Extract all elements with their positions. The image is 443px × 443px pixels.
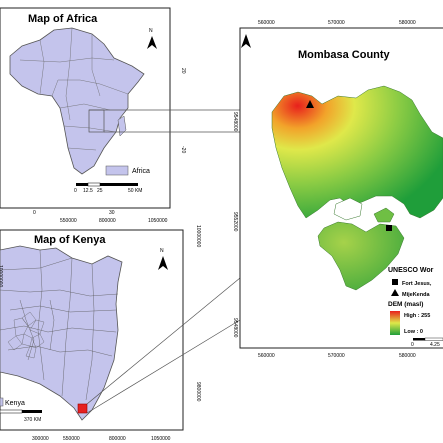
svg-text:MijeKenda: MijeKenda <box>402 292 430 298</box>
y-label: 9552000 <box>232 212 238 232</box>
africa-legend: Africa <box>105 165 150 176</box>
svg-text:12.5: 12.5 <box>83 188 93 194</box>
country-borders <box>19 27 129 151</box>
longitude-label: 30 <box>109 210 115 216</box>
mombasa-map-title: Mombasa County <box>298 49 391 61</box>
mombasa-map-panel: Mombasa County UNESCO Wor Fort Jesus, Mi… <box>232 27 443 349</box>
y-label: 10000000 <box>0 265 3 287</box>
africa-scale-bar: 0 12.5 25 50 KM <box>74 182 142 194</box>
mijekenda-marker <box>306 100 314 108</box>
mombasa-dem-landmass <box>271 85 443 219</box>
x-label: 570000 <box>328 353 345 359</box>
x-label: 300000 <box>32 436 49 442</box>
africa-map-panel: Map of Africa N 20 -20 Africa <box>0 7 186 216</box>
north-arrow-icon: N <box>147 28 157 49</box>
svg-text:0: 0 <box>74 188 77 194</box>
svg-text:DEM (masl): DEM (masl) <box>388 301 423 308</box>
x-top-label: 800000 <box>99 218 116 224</box>
longitude-label: 0 <box>33 210 36 216</box>
north-arrow-icon <box>241 34 251 48</box>
north-arrow-icon: N <box>158 248 168 270</box>
x-label: 580000 <box>399 353 416 359</box>
latitude-label: -20 <box>180 146 186 153</box>
svg-text:50 KM: 50 KM <box>128 188 142 194</box>
x-label: 560000 <box>258 353 275 359</box>
kenya-legend: Kenya <box>0 397 25 407</box>
county-borders <box>0 249 119 401</box>
kenya-scale-bar: 370 KM <box>0 409 42 423</box>
y-label: 9548000 <box>232 112 238 132</box>
svg-text:High : 255: High : 255 <box>404 313 430 319</box>
x-label: 1050000 <box>151 436 171 442</box>
africa-map-title: Map of Africa <box>28 13 98 25</box>
svg-text:25: 25 <box>97 188 103 194</box>
svg-text:Fort Jesus,: Fort Jesus, <box>402 281 432 287</box>
kenya-map-panel: Map of Kenya <box>0 225 201 431</box>
dem-color-ramp <box>390 311 400 335</box>
kenya-country-shape <box>0 245 123 421</box>
svg-text:4.25: 4.25 <box>430 342 440 348</box>
mombasa-south-landmass <box>317 221 405 291</box>
svg-text:N: N <box>160 248 164 254</box>
x-top-label: 1050000 <box>148 218 168 224</box>
svg-text:Low : 0: Low : 0 <box>404 329 423 335</box>
mombasa-legend: UNESCO Wor Fort Jesus, MijeKenda DEM (ma… <box>388 267 443 348</box>
x-top-label: 550000 <box>60 218 77 224</box>
svg-text:UNESCO Wor: UNESCO Wor <box>388 267 434 274</box>
svg-text:N: N <box>149 28 153 34</box>
inset-connector-lines <box>86 109 241 414</box>
y-label: 9800000 <box>195 382 201 402</box>
latitude-label: 20 <box>180 68 186 74</box>
y-label: 10000000 <box>195 225 201 247</box>
y-label: 9548000 <box>232 318 238 338</box>
svg-text:Kenya: Kenya <box>5 400 25 407</box>
x-top-label: 580000 <box>399 20 416 26</box>
x-label: 550000 <box>63 436 80 442</box>
svg-text:370 KM: 370 KM <box>24 417 41 423</box>
x-label: 800000 <box>109 436 126 442</box>
kenya-map-title: Map of Kenya <box>34 234 106 246</box>
x-top-label: 570000 <box>328 20 345 26</box>
fort-jesus-marker <box>386 225 392 231</box>
svg-text:Africa: Africa <box>132 168 150 175</box>
x-top-label: 560000 <box>258 20 275 26</box>
svg-text:0: 0 <box>411 342 414 348</box>
study-area-marker <box>77 403 88 414</box>
